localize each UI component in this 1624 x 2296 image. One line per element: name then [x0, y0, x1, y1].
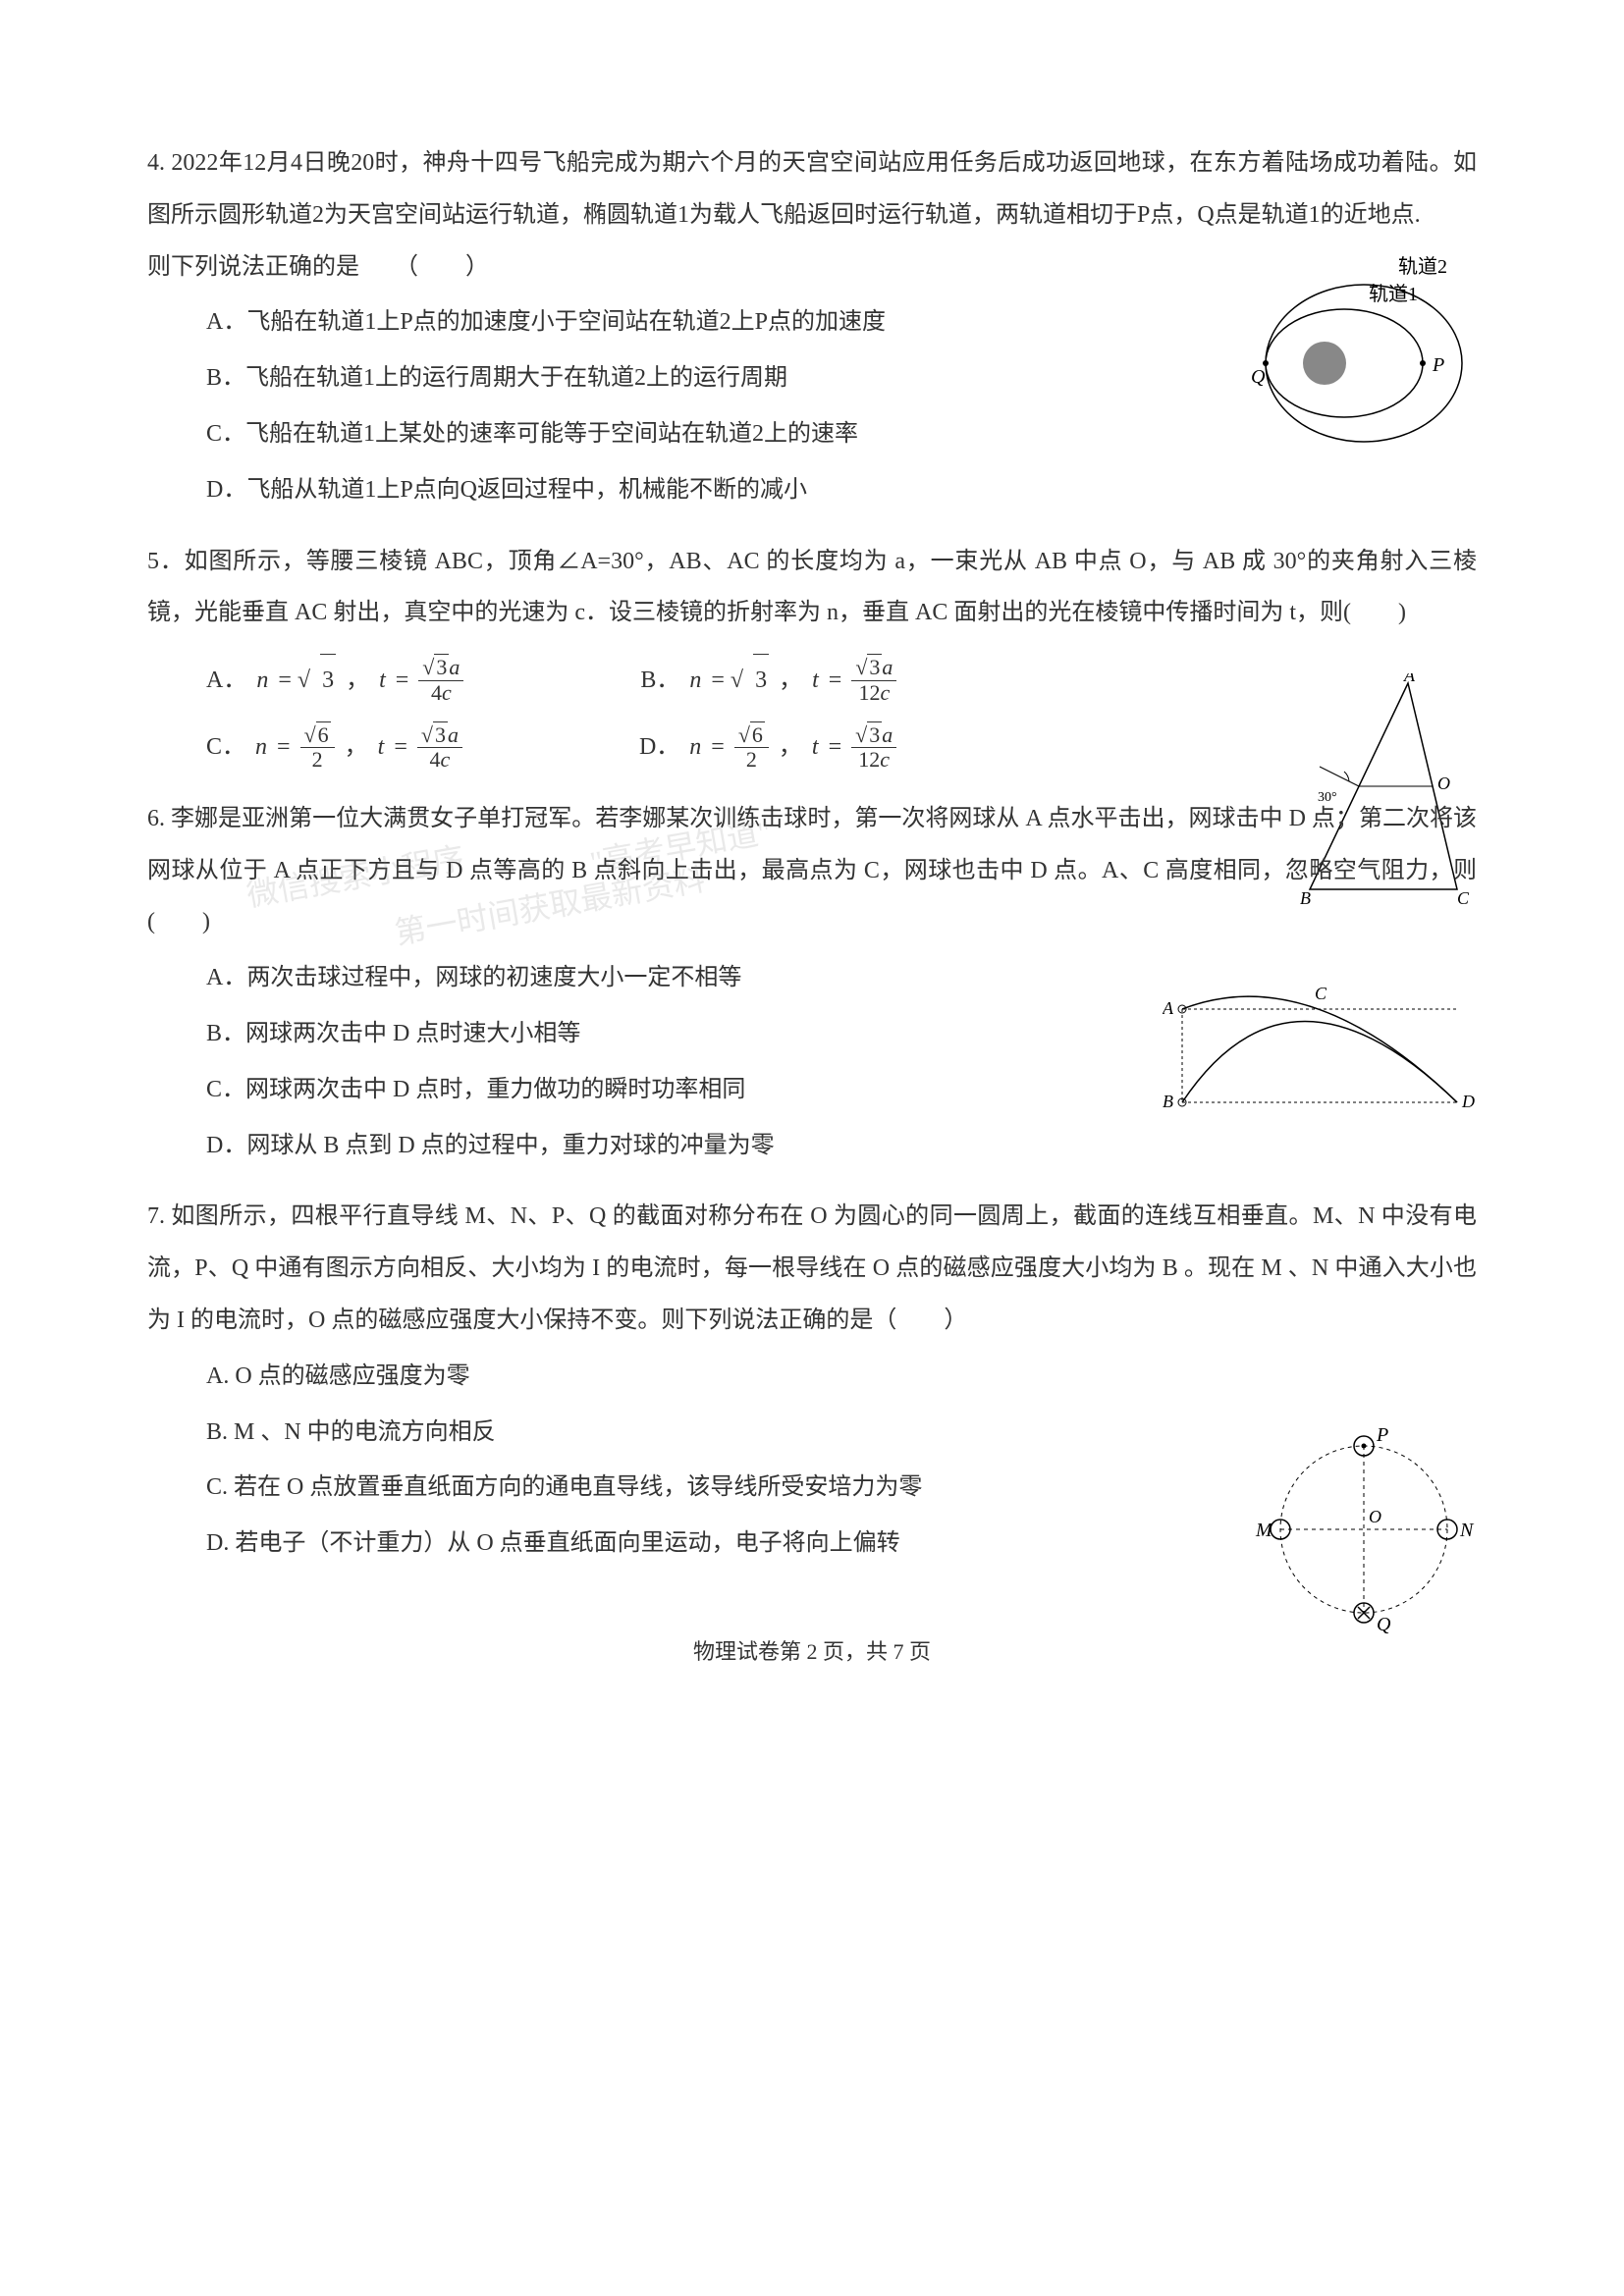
svg-text:B: B: [1163, 1092, 1173, 1111]
q5-formula-row-1: A． n = √3 ， t = √3a4c B． n = √3 ， t = √3…: [147, 654, 1477, 707]
svg-text:O: O: [1369, 1507, 1381, 1526]
q5-text: 5．如图所示，等腰三棱镜 ABC，顶角∠A=30°，AB、AC 的长度均为 a，…: [147, 536, 1477, 640]
q7-diagram: P Q M N O: [1251, 1416, 1477, 1662]
q7-text: 7. 如图所示，四根平行直导线 M、N、P、Q 的截面对称分布在 O 为圆心的同…: [147, 1191, 1477, 1346]
svg-text:轨道2: 轨道2: [1398, 255, 1447, 278]
svg-text:Q: Q: [1377, 1614, 1391, 1635]
svg-text:轨道1: 轨道1: [1369, 283, 1418, 305]
svg-text:D: D: [1461, 1092, 1475, 1111]
q5-option-a: A． n = √3 ， t = √3a4c: [206, 654, 463, 707]
svg-text:A: A: [1163, 998, 1174, 1018]
footer-middle: 页，共: [817, 1639, 893, 1664]
q5-optD-prefix: D．: [639, 721, 679, 774]
footer-total: 7: [893, 1639, 904, 1664]
q5-optB-prefix: B．: [640, 655, 679, 707]
svg-text:P: P: [1432, 354, 1444, 376]
footer-suffix: 页: [904, 1639, 932, 1664]
question-4: 4. 2022年12月4日晚20时，神舟十四号飞船完成为期六个月的天宫空间站应用…: [147, 137, 1477, 516]
q4-option-d: D．飞船从轨道1上P点向Q返回过程中，机械能不断的减小: [206, 464, 1477, 516]
svg-text:C: C: [1315, 984, 1327, 1003]
question-5: 5．如图所示，等腰三棱镜 ABC，顶角∠A=30°，AB、AC 的长度均为 a，…: [147, 536, 1477, 774]
q5-formula-row-2: C． n = √62 ， t = √3a4c D． n = √62 ， t = …: [147, 721, 1477, 774]
q6-text: 6. 李娜是亚洲第一位大满贯女子单打冠军。若李娜某次训练击球时，第一次将网球从 …: [147, 793, 1477, 948]
q5-option-c: C． n = √62 ， t = √3a4c: [206, 721, 462, 774]
question-6: 微信搜索小程序 "高考早知道" 第一时间获取最新资料 6. 李娜是亚洲第一位大满…: [147, 793, 1477, 1172]
q5-option-b: B． n = √3 ， t = √3a12c: [640, 654, 896, 707]
svg-text:Q: Q: [1251, 366, 1266, 388]
question-7: 7. 如图所示，四根平行直导线 M、N、P、Q 的截面对称分布在 O 为圆心的同…: [147, 1191, 1477, 1570]
q5-optA-prefix: A．: [206, 655, 246, 707]
q5-optC-prefix: C．: [206, 721, 245, 774]
q6-diagram: A B C D: [1163, 980, 1477, 1147]
q4-text: 4. 2022年12月4日晚20时，神舟十四号飞船完成为期六个月的天宫空间站应用…: [147, 137, 1477, 241]
svg-text:O: O: [1437, 774, 1450, 793]
q5-option-d: D． n = √62 ， t = √3a12c: [639, 721, 896, 774]
svg-text:A: A: [1403, 673, 1416, 685]
q4-diagram: P Q 轨道1 轨道2: [1251, 255, 1477, 471]
q7-option-a: A. O 点的磁感应强度为零: [206, 1351, 1477, 1403]
svg-text:N: N: [1459, 1520, 1475, 1541]
svg-text:P: P: [1376, 1424, 1388, 1446]
footer-prefix: 物理试卷第: [693, 1639, 807, 1664]
footer-page: 2: [806, 1639, 817, 1664]
svg-text:M: M: [1255, 1520, 1273, 1541]
